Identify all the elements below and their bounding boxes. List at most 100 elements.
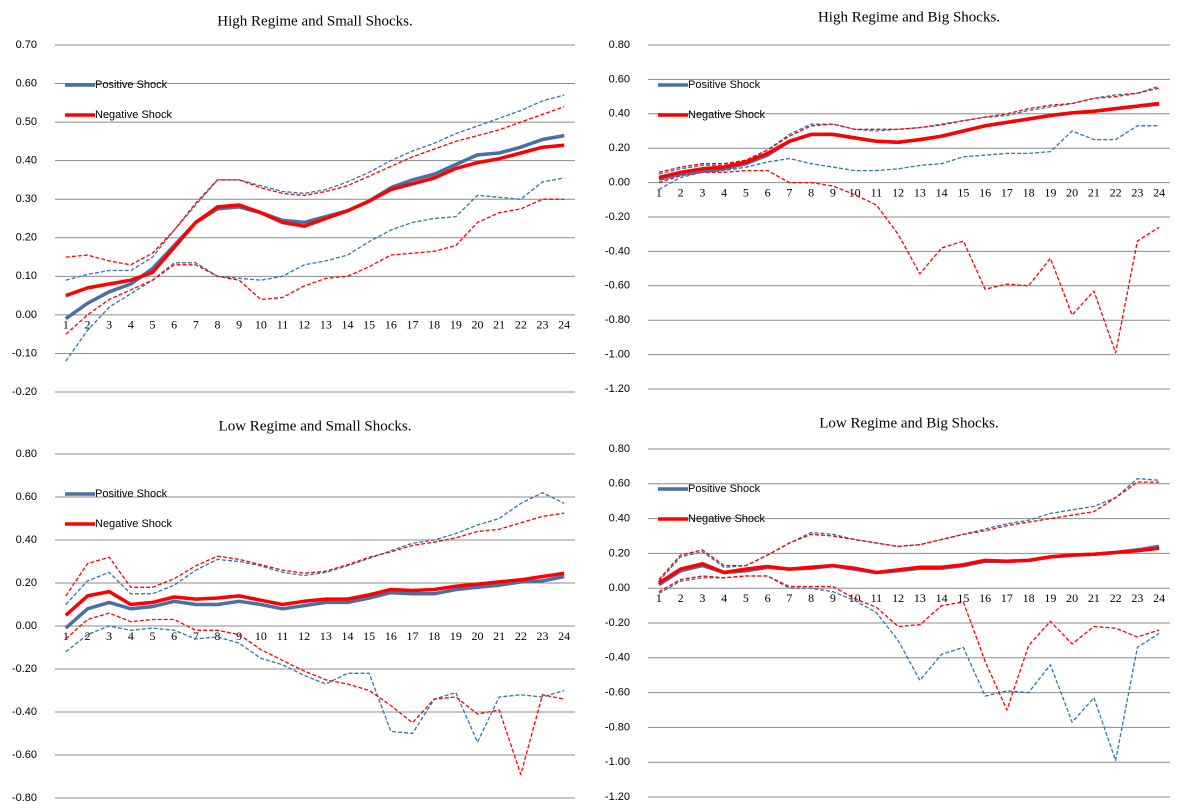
band-line [658,575,1160,711]
x-tick-label: 9 [830,591,836,605]
x-tick-label: 22 [1110,591,1122,605]
x-tick-label: 2 [678,185,684,199]
y-tick-label: -0.10 [12,347,37,359]
y-tick-label: -0.60 [605,280,630,292]
x-tick-label: 9 [830,185,836,199]
x-tick-label: 14 [342,318,354,332]
y-tick-label: 0.20 [609,142,630,154]
band-line [65,106,565,266]
y-tick-label: 0.40 [609,513,630,525]
x-tick-label: 17 [1001,185,1013,199]
x-tick-label: 21 [1088,591,1100,605]
x-tick-label: 11 [277,318,289,332]
y-tick-label: 0.60 [16,491,37,503]
x-tick-label: 12 [892,185,904,199]
x-tick-label: 22 [1110,185,1122,199]
y-tick-label: -0.80 [605,314,630,326]
x-tick-label: 18 [1023,591,1035,605]
x-tick-label: 4 [128,318,134,332]
legend-label: Positive Shock [95,79,168,91]
x-tick-label: 22 [515,629,527,643]
x-tick-label: 15 [957,185,969,199]
band-line [65,625,565,743]
y-tick-label: -0.60 [605,687,630,699]
x-tick-label: 5 [150,629,156,643]
x-tick-label: 5 [743,591,749,605]
y-tick-label: -0.40 [12,706,37,718]
chart-title: High Regime and Big Shocks. [818,9,1000,25]
x-tick-label: 11 [871,185,883,199]
x-tick-label: 20 [472,629,484,643]
x-tick-label: 6 [765,185,771,199]
x-tick-label: 8 [215,318,221,332]
x-tick-label: 3 [699,185,705,199]
y-tick-label: 0.00 [16,620,37,632]
x-tick-label: 22 [515,318,527,332]
x-tick-label: 21 [493,318,505,332]
x-tick-label: 4 [128,629,134,643]
x-tick-label: 6 [171,629,177,643]
band-line [65,512,565,597]
x-tick-label: 4 [721,591,727,605]
x-tick-label: 8 [215,629,221,643]
band-line [658,477,1160,582]
x-tick-label: 15 [363,318,375,332]
y-tick-label: -1.20 [605,791,630,803]
x-tick-label: 24 [558,318,570,332]
x-tick-label: 5 [150,318,156,332]
x-tick-label: 16 [979,591,991,605]
x-tick-label: 14 [342,629,354,643]
x-tick-label: 2 [85,629,91,643]
x-tick-label: 2 [678,591,684,605]
band-line [65,612,565,776]
x-tick-label: 12 [298,318,310,332]
band-line [658,481,1160,580]
x-tick-label: 15 [957,591,969,605]
x-tick-label: 10 [255,629,267,643]
x-tick-label: 24 [558,629,570,643]
legend-label: Positive Shock [688,483,761,495]
y-tick-label: 0.80 [609,443,630,455]
y-tick-label: -0.20 [12,386,37,398]
x-tick-label: 13 [914,185,926,199]
chart-title: High Regime and Small Shocks. [217,13,412,29]
y-tick-label: 0.20 [16,577,37,589]
y-tick-label: -1.00 [605,756,630,768]
legend-label: Negative Shock [688,513,766,525]
y-tick-label: 0.80 [609,39,630,51]
x-tick-label: 24 [1153,185,1165,199]
legend-label: Negative Shock [688,109,766,121]
x-tick-label: 24 [1153,591,1165,605]
x-tick-label: 18 [428,318,440,332]
y-tick-label: 0.40 [16,155,37,167]
x-tick-label: 11 [871,591,883,605]
x-tick-label: 3 [106,318,112,332]
x-tick-label: 20 [472,318,484,332]
x-tick-label: 16 [979,185,991,199]
x-tick-label: 16 [385,629,397,643]
legend-label: Negative Shock [95,518,173,530]
y-tick-label: 0.50 [16,116,37,128]
y-tick-label: 0.70 [16,39,37,51]
x-tick-label: 1 [656,591,662,605]
x-tick-label: 20 [1066,185,1078,199]
x-tick-label: 1 [63,629,69,643]
band-line [658,85,1160,175]
x-tick-label: 13 [320,318,332,332]
x-tick-label: 17 [407,318,419,332]
x-tick-label: 12 [892,591,904,605]
y-tick-label: 0.60 [609,73,630,85]
band-line [658,575,1160,762]
x-tick-label: 17 [407,629,419,643]
x-tick-label: 8 [808,185,814,199]
y-tick-label: 0.10 [16,270,37,282]
x-tick-label: 3 [699,591,705,605]
y-tick-label: 0.40 [609,108,630,120]
y-tick-label: -0.80 [605,721,630,733]
x-tick-label: 5 [743,185,749,199]
x-tick-label: 17 [1001,591,1013,605]
x-tick-label: 7 [786,185,792,199]
series-line [64,571,565,617]
x-tick-label: 6 [765,591,771,605]
x-tick-label: 4 [721,185,727,199]
